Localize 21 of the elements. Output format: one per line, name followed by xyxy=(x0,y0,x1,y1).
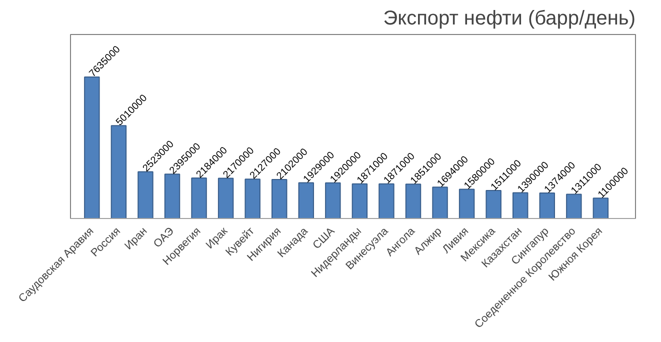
bar xyxy=(458,188,475,218)
bar xyxy=(244,178,260,218)
bar xyxy=(486,190,502,218)
bar xyxy=(138,171,154,218)
bar xyxy=(191,178,207,218)
bar xyxy=(110,125,127,218)
bar xyxy=(164,174,180,218)
bar xyxy=(218,178,234,218)
bar xyxy=(298,182,314,218)
bar xyxy=(84,76,100,218)
bar xyxy=(405,184,422,218)
bar xyxy=(378,183,394,218)
bar xyxy=(272,179,288,218)
bar xyxy=(325,182,341,218)
bar xyxy=(432,186,448,218)
bar xyxy=(566,194,582,218)
bar xyxy=(512,192,528,218)
chart-title: Экспорт нефти (барр/день) xyxy=(383,8,636,30)
bar xyxy=(592,198,609,218)
bar xyxy=(352,183,368,218)
bar xyxy=(539,192,555,218)
